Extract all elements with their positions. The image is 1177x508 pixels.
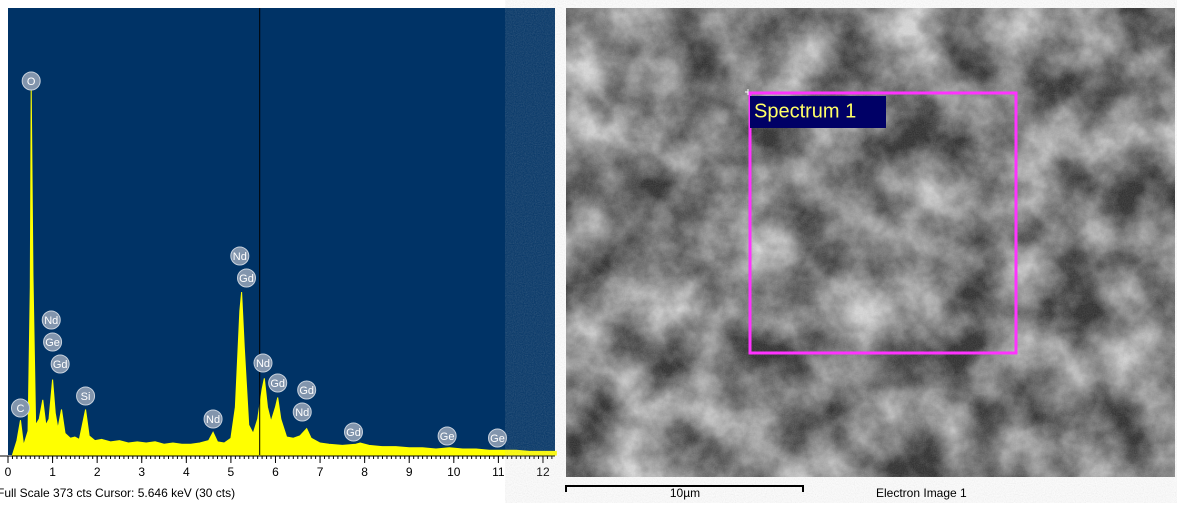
x-tick-label: 1 <box>49 465 56 479</box>
x-tick-label: 6 <box>272 465 279 479</box>
peak-label: Nd <box>295 407 309 419</box>
image-caption: Electron Image 1 <box>876 486 967 500</box>
peak-label: Gd <box>53 359 68 371</box>
x-tick-label: 5 <box>228 465 235 479</box>
x-tick-label: 10 <box>447 465 461 479</box>
peak-label: Nd <box>233 251 247 263</box>
peak-label: O <box>27 76 36 88</box>
peak-label: Gd <box>270 378 285 390</box>
peak-label: Gd <box>299 385 314 397</box>
x-tick-label: 9 <box>406 465 413 479</box>
peak-label: Ge <box>440 431 455 443</box>
x-tick-label: 12 <box>536 465 550 479</box>
x-tick-label: 8 <box>361 465 368 479</box>
peak-label: Gd <box>346 427 361 439</box>
region-label: Spectrum 1 <box>754 100 856 122</box>
x-tick-label: 11 <box>492 465 505 479</box>
sem-grain <box>566 8 1175 477</box>
peak-label: Nd <box>44 315 58 327</box>
image-panel: Spectrum 1 10µm Electron Image 1 <box>566 8 1175 500</box>
peak-label: Si <box>81 391 91 403</box>
peak-label: Nd <box>256 358 270 370</box>
status-text: Full Scale 373 cts Cursor: 5.646 keV (30… <box>0 486 235 500</box>
peak-label: C <box>17 403 25 415</box>
screen: 0123456789101112OCNdGeGdSiNdNdGdNdGdGdNd… <box>0 0 1177 503</box>
x-tick-label: 0 <box>5 465 12 479</box>
x-tick-label: 2 <box>94 465 101 479</box>
peak-label: Ge <box>45 337 60 349</box>
x-tick-label: 3 <box>138 465 145 479</box>
peak-label: Gd <box>239 273 254 285</box>
x-tick-label: 4 <box>183 465 190 479</box>
x-tick-label: 7 <box>317 465 324 479</box>
peak-label: Nd <box>206 414 220 426</box>
peak-label: Ge <box>490 433 505 445</box>
scale-label: 10µm <box>670 486 700 500</box>
